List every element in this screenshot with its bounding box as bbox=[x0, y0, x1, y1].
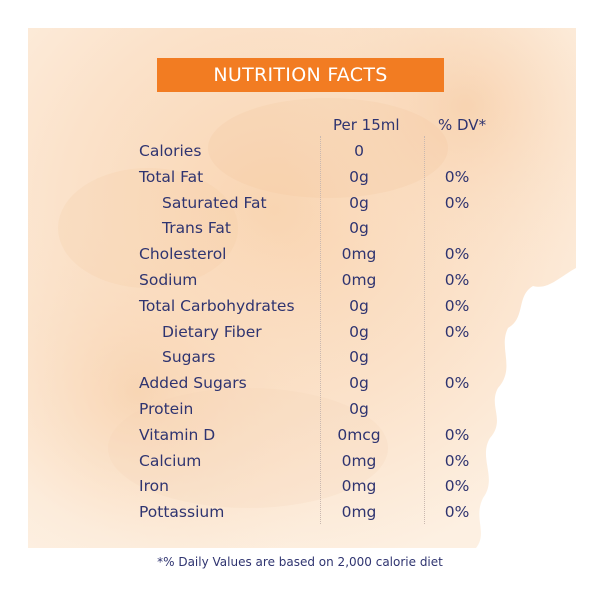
nutrient-name: Added Sugars bbox=[139, 374, 247, 393]
nutrient-daily-value: 0% bbox=[444, 270, 470, 289]
nutrient-name: Iron bbox=[139, 477, 169, 496]
table-row: Dietary Fiber 0g 0% bbox=[139, 319, 479, 345]
nutrient-amount: 0g bbox=[349, 219, 369, 238]
nutrient-amount: 0mg bbox=[341, 477, 377, 496]
nutrient-daily-value: 0% bbox=[444, 245, 470, 264]
nutrient-daily-value: 0% bbox=[444, 322, 470, 341]
table-row: Calcium 0mg 0% bbox=[139, 448, 479, 474]
nutrient-name: Total Carbohydrates bbox=[139, 296, 295, 315]
nutrient-amount: 0g bbox=[349, 348, 369, 367]
watercolor-background bbox=[28, 28, 576, 548]
nutrient-amount: 0mg bbox=[341, 451, 377, 470]
nutrient-amount: 0g bbox=[349, 399, 369, 418]
nutrient-amount: 0g bbox=[349, 296, 369, 315]
nutrient-name: Total Fat bbox=[139, 167, 204, 186]
nutrient-name: Vitamin D bbox=[139, 425, 216, 444]
title-banner: NUTRITION FACTS bbox=[157, 58, 444, 92]
table-row: Saturated Fat 0g 0% bbox=[139, 190, 479, 216]
nutrient-daily-value: 0% bbox=[444, 374, 470, 393]
table-row: Sodium 0mg 0% bbox=[139, 267, 479, 293]
nutrient-name: Calories bbox=[139, 142, 202, 160]
column-divider bbox=[424, 136, 425, 524]
table-row: Pottassium 0mg 0% bbox=[139, 499, 479, 525]
nutrient-amount: 0mcg bbox=[337, 425, 381, 444]
page-title: NUTRITION FACTS bbox=[213, 64, 388, 86]
nutrient-daily-value: 0% bbox=[444, 193, 470, 212]
nutrient-name: Protein bbox=[139, 399, 194, 418]
table-row: Vitamin D 0mcg 0% bbox=[139, 422, 479, 448]
nutrient-name: Sodium bbox=[139, 270, 198, 289]
table-row: Added Sugars 0g 0% bbox=[139, 370, 479, 396]
nutrient-amount: 0g bbox=[349, 322, 369, 341]
nutrient-amount: 0g bbox=[349, 193, 369, 212]
table-row: Cholesterol 0mg 0% bbox=[139, 241, 479, 267]
table-row: Iron 0mg 0% bbox=[139, 473, 479, 499]
table-row: Protein 0g bbox=[139, 396, 479, 422]
column-divider bbox=[320, 136, 321, 524]
nutrient-name: Calcium bbox=[139, 451, 202, 470]
column-header-per-serving: Per 15ml bbox=[333, 116, 400, 134]
nutrient-name: Dietary Fiber bbox=[162, 322, 262, 341]
nutrient-name: Pottassium bbox=[139, 503, 225, 522]
nutrient-amount: 0 bbox=[354, 142, 364, 160]
nutrient-daily-value: 0% bbox=[444, 477, 470, 496]
nutrient-amount: 0mg bbox=[341, 270, 377, 289]
nutrient-amount: 0g bbox=[349, 167, 369, 186]
nutrient-name: Saturated Fat bbox=[162, 193, 267, 212]
table-row: Trans Fat 0g bbox=[139, 215, 479, 241]
column-header-daily-value: % DV* bbox=[438, 116, 487, 134]
table-row: Total Fat 0g 0% bbox=[139, 164, 479, 190]
table-row: Total Carbohydrates 0g 0% bbox=[139, 293, 479, 319]
nutrient-name: Trans Fat bbox=[162, 219, 231, 238]
nutrient-amount: 0mg bbox=[341, 503, 377, 522]
nutrient-amount: 0mg bbox=[341, 245, 377, 264]
footnote: *% Daily Values are based on 2,000 calor… bbox=[157, 555, 443, 569]
nutrient-daily-value: 0% bbox=[444, 503, 470, 522]
nutrient-daily-value: 0% bbox=[444, 296, 470, 315]
nutrient-daily-value: 0% bbox=[444, 167, 470, 186]
nutrient-daily-value: 0% bbox=[444, 451, 470, 470]
nutrient-amount: 0g bbox=[349, 374, 369, 393]
nutrient-name: Cholesterol bbox=[139, 245, 227, 264]
table-row: Calories 0 bbox=[139, 138, 479, 164]
nutrient-daily-value: 0% bbox=[444, 425, 470, 444]
table-row: Sugars 0g bbox=[139, 344, 479, 370]
nutrient-name: Sugars bbox=[162, 348, 216, 367]
nutrient-table: Calories 0 Total Fat 0g 0% Saturated Fat 0g 0% T… bbox=[139, 138, 479, 525]
